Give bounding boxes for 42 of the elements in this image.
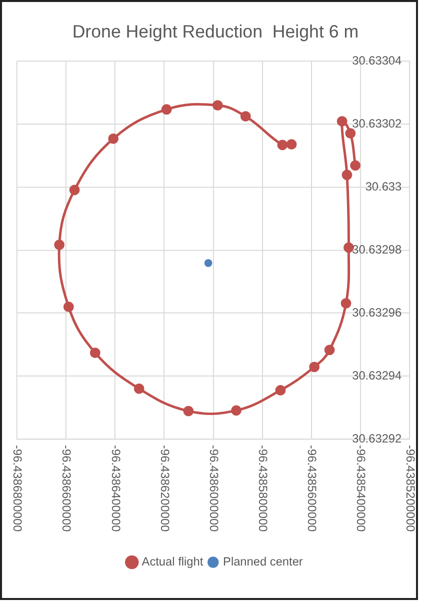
x-tick-label: -96.4386200000	[158, 445, 172, 532]
point	[345, 128, 356, 139]
y-tick-label: 30.63296	[352, 305, 402, 320]
point	[134, 383, 144, 394]
point	[212, 100, 223, 110]
y-tick-label: 30.63302	[352, 116, 402, 130]
y-tick-label: 30.63304	[352, 53, 402, 68]
point	[309, 362, 320, 372]
point	[183, 406, 194, 416]
point	[340, 298, 352, 309]
point	[343, 242, 354, 253]
y-tick-label: 30.63298	[352, 242, 402, 256]
legend-label: Planned center	[223, 554, 303, 569]
x-tick-label: -96.4386800000	[10, 445, 25, 532]
point	[161, 104, 172, 115]
x-tick-label: -96.4386600000	[60, 445, 74, 532]
point	[54, 240, 65, 250]
point	[342, 170, 352, 180]
y-tick-label: 30.63294	[352, 368, 402, 382]
point	[336, 116, 348, 127]
point	[69, 184, 80, 196]
point	[90, 348, 100, 358]
point	[277, 140, 288, 150]
x-tick-label: -96.4386400000	[108, 445, 123, 532]
x-tick-label: -96.4385200000	[403, 445, 418, 532]
y-tick-label: 30.633	[365, 179, 402, 194]
point	[275, 385, 286, 396]
point	[231, 405, 242, 416]
x-tick-label: -96.4385600000	[305, 445, 320, 532]
point	[108, 133, 119, 144]
point	[63, 302, 74, 312]
y-tick-label: 30.63292	[352, 431, 402, 446]
x-tick-label: -96.4385400000	[354, 445, 368, 532]
point	[204, 259, 212, 268]
chart-title: Drone Height Reduction Height 6 m	[72, 22, 359, 42]
point	[240, 111, 251, 122]
point	[324, 344, 335, 356]
point	[350, 160, 361, 171]
point	[286, 139, 297, 150]
x-tick-label: -96.4385800000	[256, 445, 270, 532]
x-tick-label: -96.4386000000	[206, 445, 221, 532]
legend-label: Actual flight	[142, 554, 204, 569]
